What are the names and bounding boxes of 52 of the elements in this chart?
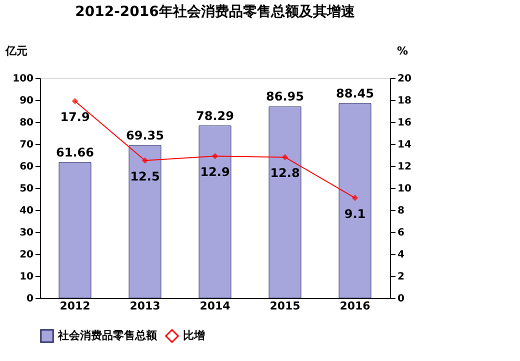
- y-tick-label: 90: [20, 96, 34, 106]
- data-label: 12.9: [200, 165, 230, 180]
- point: [282, 154, 288, 160]
- data-label: 12.8: [270, 166, 300, 180]
- y2-tick-label: 20: [398, 74, 412, 84]
- bar: [58, 162, 92, 298]
- y-tick-label: 60: [20, 162, 34, 172]
- data-label: 9.1: [344, 206, 366, 221]
- bar: [198, 126, 232, 298]
- point: [72, 98, 78, 104]
- bar: [268, 106, 302, 298]
- y-tick-label: 70: [20, 140, 34, 150]
- y-tick-label: 40: [20, 206, 34, 216]
- y2-tick-label: 8: [398, 206, 404, 216]
- data-label: 86.95: [266, 90, 304, 104]
- y-tick-label: 100: [12, 74, 34, 84]
- data-label: 17.9: [60, 110, 90, 124]
- y2-tick-label: 14: [398, 140, 412, 150]
- bar: [338, 103, 372, 298]
- x-tick-label: 2012: [60, 300, 90, 312]
- y-tick-label: 20: [20, 250, 34, 260]
- y-tick-label: 50: [20, 184, 34, 194]
- y2-tick-label: 4: [398, 250, 404, 260]
- y2-tick-label: 6: [398, 228, 404, 238]
- y2-tick-label: 18: [398, 96, 412, 106]
- data-label: 12.5: [130, 170, 160, 184]
- chart-title: 2012-2016年社会消费品零售总额及其增速: [75, 3, 356, 20]
- legend-label: 社会消费品零售总额: [57, 329, 158, 342]
- x-tick-label: 2016: [340, 300, 371, 312]
- point: [212, 152, 218, 160]
- y2-tick-label: 0: [398, 294, 404, 304]
- y-tick-label: 10: [20, 272, 34, 282]
- y-tick-label: 0: [26, 294, 34, 304]
- y-tick-label: 30: [20, 228, 34, 238]
- x-tick-label: 2015: [270, 300, 300, 312]
- legend-label: 比增: [183, 329, 205, 342]
- y-axis-title: 亿元: [4, 44, 28, 58]
- data-label: 78.29: [196, 108, 234, 123]
- point: [142, 157, 148, 164]
- y2-axis-title: %: [396, 44, 408, 58]
- y2-tick-label: 16: [398, 118, 412, 128]
- data-label: 61.66: [56, 145, 94, 160]
- bar: [128, 145, 162, 298]
- data-label: 88.45: [336, 86, 374, 100]
- point: [352, 194, 358, 202]
- y-tick-label: 80: [20, 118, 34, 128]
- y2-tick-label: 2: [398, 272, 404, 282]
- x-tick-label: 2014: [200, 300, 231, 312]
- x-tick-label: 2013: [130, 300, 160, 312]
- data-label: 69.35: [126, 128, 164, 142]
- y2-tick-label: 10: [398, 184, 412, 194]
- y2-tick-label: 12: [398, 162, 412, 172]
